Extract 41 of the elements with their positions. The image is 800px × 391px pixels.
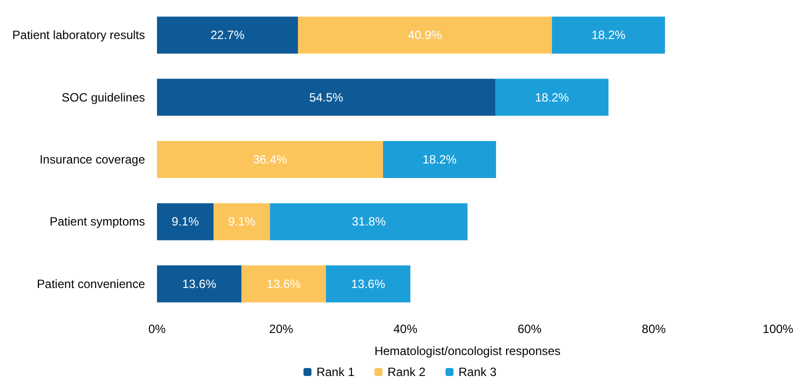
bar: [270, 203, 468, 240]
y-tick-label: Patient laboratory results: [12, 28, 145, 42]
x-tick-label: 20%: [269, 322, 294, 336]
bar: [552, 16, 665, 54]
data-label: 22.7%: [210, 28, 245, 42]
data-label: 9.1%: [228, 214, 256, 229]
x-tick-label: 100%: [762, 322, 794, 336]
data-label: 40.9%: [408, 28, 442, 42]
x-tick-label: 80%: [642, 322, 666, 336]
data-label: 13.6%: [351, 276, 386, 291]
bar: [157, 141, 384, 178]
bar: [383, 141, 496, 178]
data-label: 18.2%: [534, 90, 570, 104]
bar: [495, 78, 608, 116]
bar: [157, 78, 496, 116]
y-tick-label: Patient symptoms: [50, 214, 145, 229]
bar: [214, 203, 270, 240]
data-label: 31.8%: [352, 214, 386, 229]
bar: [157, 16, 298, 54]
data-label: 54.5%: [309, 90, 344, 104]
legend-label: Rank 3: [458, 365, 497, 379]
data-label: 9.1%: [172, 214, 200, 229]
x-tick-label: 40%: [393, 322, 418, 336]
legend-label: Rank 1: [316, 365, 355, 379]
data-label: 18.2%: [422, 152, 457, 166]
data-label: 18.2%: [591, 28, 626, 42]
data-label: 13.6%: [266, 276, 302, 291]
legend-label: Rank 2: [387, 365, 426, 379]
data-label: 36.4%: [253, 152, 288, 166]
data-label: 13.6%: [182, 276, 217, 291]
x-tick-label: 60%: [518, 322, 542, 336]
bar: [326, 265, 410, 302]
y-tick-label: Insurance coverage: [40, 152, 146, 166]
bar: [298, 16, 552, 54]
bar: [157, 265, 242, 302]
y-tick-label: Patient convenience: [36, 276, 146, 291]
bar: [157, 203, 214, 240]
y-tick-label: SOC guidelines: [62, 90, 145, 104]
bar: [241, 265, 326, 302]
x-tick-label: 0%: [148, 322, 166, 336]
x-axis-title: Hematologist/oncologist responses: [374, 344, 561, 358]
